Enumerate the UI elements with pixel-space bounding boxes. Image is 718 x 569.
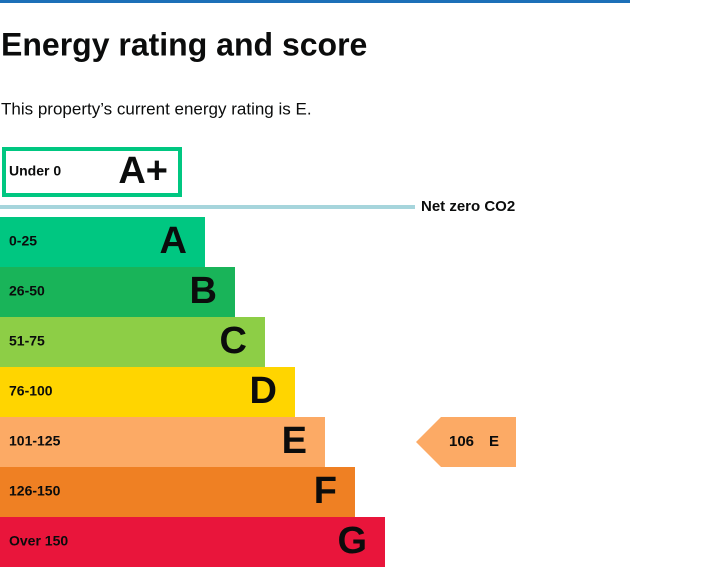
band-letter: C <box>220 320 247 362</box>
band-range: Over 150 <box>9 533 68 549</box>
current-score: 106 <box>449 433 474 450</box>
title: Energy rating and score <box>1 26 367 62</box>
band-bar <box>0 267 235 317</box>
band-bar <box>0 467 355 517</box>
band-bar <box>0 367 295 417</box>
band-bar <box>0 417 325 467</box>
top-border <box>0 0 630 3</box>
band-bar <box>0 217 205 267</box>
band-letter: B <box>190 270 217 312</box>
net-zero-label: Net zero CO2 <box>421 198 515 215</box>
band-letter: F <box>314 470 337 512</box>
net-zero-line <box>0 205 415 209</box>
band-range: 76-100 <box>9 383 53 399</box>
current-letter: E <box>489 433 499 450</box>
band-letter: D <box>250 370 277 412</box>
band-range: 51-75 <box>9 333 45 349</box>
band-letter: E <box>282 420 307 462</box>
top-band-letter: A+ <box>118 150 168 192</box>
band-range: 26-50 <box>9 283 45 299</box>
band-bar <box>0 517 385 567</box>
top-band-box <box>2 147 182 197</box>
band-bar <box>0 317 265 367</box>
band-range: 0-25 <box>9 233 37 249</box>
band-range: 101-125 <box>9 433 61 449</box>
top-band-range: Under 0 <box>9 163 61 179</box>
band-letter: G <box>337 520 367 562</box>
band-letter: A <box>160 220 187 262</box>
current-arrow <box>416 417 516 467</box>
description: This property’s current energy rating is… <box>1 99 312 118</box>
band-range: 126-150 <box>9 483 61 499</box>
